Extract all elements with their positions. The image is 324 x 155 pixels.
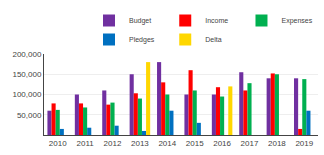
- svg-text:Expenses: Expenses: [281, 17, 312, 25]
- svg-text:2019: 2019: [295, 139, 313, 148]
- svg-text:2017: 2017: [241, 139, 259, 148]
- svg-text:150,000: 150,000: [12, 70, 41, 79]
- svg-text:Delta: Delta: [205, 36, 221, 43]
- svg-text:200,000: 200,000: [12, 50, 41, 59]
- svg-text:2012: 2012: [104, 139, 122, 148]
- svg-text:Budget: Budget: [129, 17, 151, 25]
- svg-text:2013: 2013: [131, 139, 149, 148]
- svg-text:2018: 2018: [268, 139, 286, 148]
- svg-text:2011: 2011: [76, 139, 94, 148]
- svg-text:Income: Income: [205, 17, 228, 24]
- svg-text:Pledges: Pledges: [129, 36, 155, 44]
- svg-text:100,000: 100,000: [12, 90, 41, 99]
- svg-text:50,000: 50,000: [17, 111, 42, 120]
- svg-text:2010: 2010: [49, 139, 67, 148]
- svg-text:2015: 2015: [186, 139, 204, 148]
- svg-text:2014: 2014: [158, 139, 176, 148]
- svg-text:2016: 2016: [213, 139, 231, 148]
